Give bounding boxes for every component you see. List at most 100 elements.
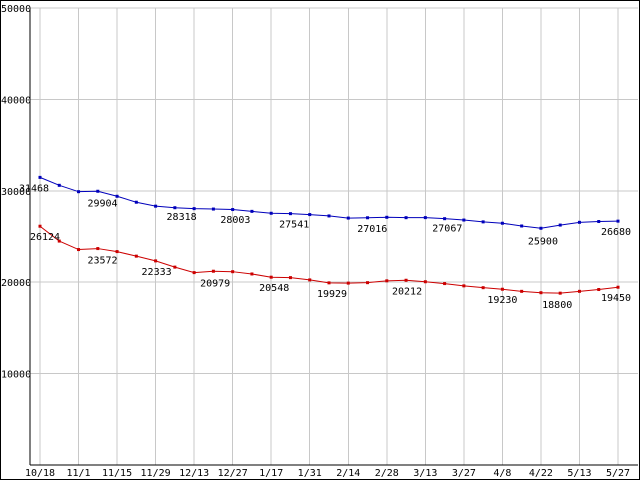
red-series-point <box>346 281 350 285</box>
red-series-point <box>154 259 158 263</box>
blue-series-value-label: 28318 <box>167 212 197 223</box>
blue-series-point <box>423 216 427 220</box>
x-tick-label: 11/29 <box>141 468 171 479</box>
red-series-point <box>385 279 389 283</box>
blue-series-point <box>558 223 562 227</box>
red-series-value-label: 19929 <box>317 289 347 300</box>
x-tick-label: 5/13 <box>567 468 591 479</box>
y-tick-label: 10000 <box>1 370 31 381</box>
blue-series-point <box>597 220 601 224</box>
red-series-point <box>231 270 235 274</box>
x-tick-label: 12/13 <box>179 468 209 479</box>
red-series-value-label: 22333 <box>142 267 172 278</box>
red-series-point <box>173 265 177 269</box>
blue-series-point <box>366 216 370 220</box>
red-series-point <box>192 271 196 275</box>
red-series-value-label: 18800 <box>542 300 572 311</box>
x-tick-label: 3/27 <box>452 468 476 479</box>
x-tick-label: 4/22 <box>529 468 553 479</box>
blue-series-point <box>308 213 312 217</box>
blue-series-point <box>38 175 42 179</box>
x-tick-label: 11/15 <box>102 468 132 479</box>
red-series-point <box>462 284 466 288</box>
red-series-point <box>77 248 81 252</box>
blue-series-point <box>57 183 61 187</box>
blue-series-value-label: 25900 <box>528 236 558 247</box>
red-series-point <box>250 272 254 276</box>
x-tick-label: 5/27 <box>606 468 630 479</box>
blue-series-point <box>481 220 485 224</box>
blue-series-point <box>269 211 273 215</box>
blue-series-point <box>616 219 620 223</box>
blue-series-point <box>192 207 196 211</box>
blue-series-value-label: 27067 <box>432 224 462 235</box>
red-series-value-label: 26124 <box>30 232 60 243</box>
blue-series-value-label: 31468 <box>19 183 49 194</box>
red-series-point <box>443 282 447 286</box>
blue-series-point <box>288 212 292 216</box>
red-series-point <box>38 224 42 228</box>
red-series-point <box>134 254 138 258</box>
red-series-value-label: 20548 <box>259 283 289 294</box>
red-series-value-label: 19450 <box>601 293 631 304</box>
blue-series-point <box>462 218 466 222</box>
blue-series-point <box>115 194 119 198</box>
red-series-point <box>597 288 601 292</box>
red-series-point <box>269 275 273 279</box>
red-series-point <box>288 276 292 280</box>
red-series-point <box>211 269 215 273</box>
blue-series-value-label: 26680 <box>601 227 631 238</box>
x-tick-label: 11/1 <box>66 468 90 479</box>
x-tick-label: 1/17 <box>259 468 283 479</box>
blue-series-point <box>250 209 254 213</box>
blue-series-point <box>231 208 235 212</box>
y-tick-label: 50000 <box>1 4 31 15</box>
blue-series-point <box>500 221 504 225</box>
blue-series-point <box>327 214 331 218</box>
red-series-value-label: 23572 <box>87 256 117 267</box>
red-series-point <box>500 287 504 291</box>
blue-series-value-label: 29904 <box>87 199 117 210</box>
red-series-point <box>616 285 620 289</box>
x-tick-label: 10/18 <box>25 468 55 479</box>
blue-series-point <box>134 200 138 204</box>
blue-series-point <box>539 226 543 230</box>
blue-series-value-label: 28003 <box>220 215 250 226</box>
blue-series-point <box>346 216 350 220</box>
blue-series-point <box>154 204 158 208</box>
red-series-point <box>520 289 524 293</box>
red-series-value-label: 20212 <box>392 286 422 297</box>
red-series-point <box>366 281 370 285</box>
red-series-point <box>577 289 581 293</box>
blue-series-point <box>96 189 100 193</box>
y-tick-label: 30000 <box>1 187 31 198</box>
red-series-point <box>539 291 543 295</box>
red-series-point <box>96 247 100 251</box>
blue-series-point <box>173 206 177 210</box>
x-tick-label: 2/14 <box>336 468 360 479</box>
red-series-point <box>404 278 408 282</box>
y-tick-label: 40000 <box>1 95 31 106</box>
x-tick-label: 3/13 <box>413 468 437 479</box>
x-tick-label: 1/31 <box>298 468 322 479</box>
blue-series-point <box>577 220 581 224</box>
red-series-value-label: 20979 <box>200 279 230 290</box>
red-series-point <box>308 278 312 282</box>
red-series-value-label: 19230 <box>487 295 517 306</box>
blue-series-value-label: 27016 <box>357 224 387 235</box>
red-series-point <box>423 280 427 284</box>
blue-series-point <box>385 215 389 219</box>
red-series-point <box>327 281 331 285</box>
x-tick-label: 12/27 <box>218 468 248 479</box>
red-series-point <box>481 286 485 290</box>
y-tick-label: 20000 <box>1 278 31 289</box>
blue-series-point <box>404 216 408 220</box>
blue-series-point <box>520 224 524 228</box>
x-tick-label: 4/8 <box>493 468 511 479</box>
red-series-point <box>57 239 61 243</box>
blue-series-point <box>77 190 81 194</box>
x-tick-label: 2/28 <box>375 468 399 479</box>
